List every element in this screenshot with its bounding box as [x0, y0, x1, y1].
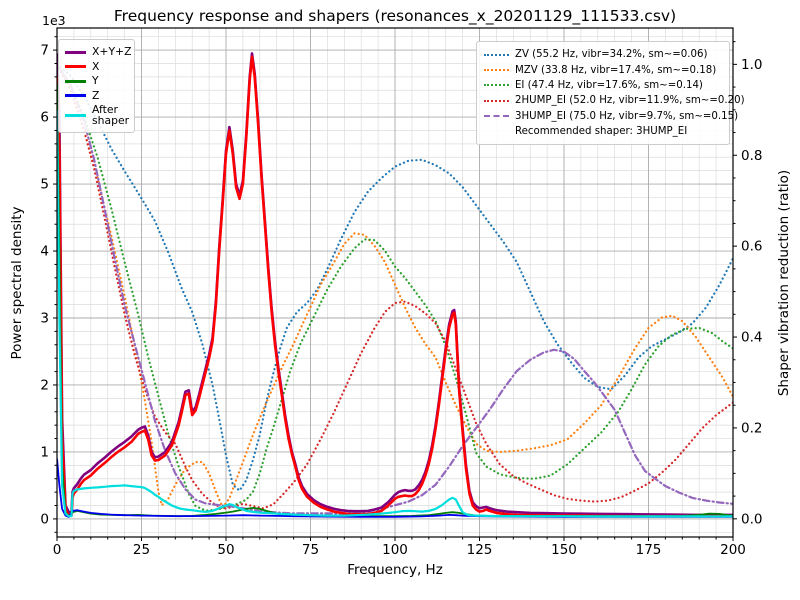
- legend-label: EI (47.4 Hz, vibr=17.6%, sm~=0.14): [515, 79, 703, 91]
- legend-entry: 3HUMP_EI (75.0 Hz, vibr=9.7%, sm~=0.15): [484, 109, 738, 124]
- x-tick-label: 125: [467, 542, 493, 558]
- legend-sample-line: [65, 113, 86, 117]
- x-axis-label: Frequency, Hz: [347, 562, 443, 578]
- x-tick-label: 175: [636, 542, 662, 558]
- series-x: [57, 55, 733, 518]
- legend-label: Z: [92, 88, 100, 102]
- legend-label: X+Y+Z: [92, 45, 132, 59]
- legend-psd-curves: X+Y+Z X Y Z After shaper: [58, 39, 135, 134]
- series-ei: [57, 63, 733, 512]
- legend-sample-line: [484, 53, 509, 56]
- legend-sample-line: [484, 69, 509, 72]
- y-right-tick-label: 0.8: [741, 148, 762, 164]
- y-right-tick-label: 0.2: [741, 420, 762, 436]
- y-left-tick-label: 2: [40, 377, 49, 393]
- x-tick-label: 100: [382, 542, 408, 558]
- y-right-tick-label: 0.6: [741, 239, 762, 255]
- y-left-tick-label: 6: [40, 110, 49, 126]
- y-right-tick-label: 0.4: [741, 330, 762, 346]
- series-zv: [57, 63, 733, 492]
- legend-sample-line: [65, 94, 86, 97]
- x-tick-label: 200: [720, 542, 746, 558]
- legend-sample-line: [484, 99, 509, 102]
- x-tick-label: 0: [53, 542, 62, 558]
- legend-entry: EI (47.4 Hz, vibr=17.6%, sm~=0.14): [484, 78, 722, 93]
- y-left-tick-label: 4: [40, 244, 49, 260]
- legend-label: MZV (33.8 Hz, vibr=17.4%, sm~=0.18): [515, 64, 717, 76]
- y-left-tick-label: 0: [40, 511, 49, 527]
- plot-frame: [56, 27, 734, 538]
- legend-sample-line: [65, 65, 86, 68]
- x-tick-label: 50: [217, 542, 234, 558]
- legend-entry: Y: [65, 75, 128, 88]
- legend-sample-line: [484, 115, 509, 118]
- series-mzv: [57, 63, 733, 509]
- legend-entry: After shaper: [65, 102, 130, 128]
- legend-label: Y: [92, 74, 99, 88]
- legend-sample-line: [65, 79, 86, 83]
- y-axis-left-label: Power spectral density: [9, 206, 25, 360]
- chart-title: Frequency response and shapers (resonanc…: [113, 7, 677, 25]
- legend-sample-line: [65, 50, 86, 54]
- legend-entry: Z: [65, 89, 128, 102]
- y-left-tick-label: 1: [40, 444, 49, 460]
- legend-shapers: ZV (55.2 Hz, vibr=34.2%, sm~=0.06) MZV (3…: [476, 41, 745, 146]
- legend-label: After shaper: [92, 102, 130, 128]
- y-right-tick-label: 1.0: [741, 57, 762, 73]
- x-tick-label: 150: [551, 542, 577, 558]
- legend-label: X: [92, 59, 100, 73]
- recommended-shaper-note: Recommended shaper: 3HUMP_EI: [515, 126, 688, 138]
- legend-entry: X: [65, 60, 128, 73]
- series-group: [57, 52, 733, 518]
- legend-entry: X+Y+Z: [65, 45, 132, 59]
- legend-label: 2HUMP_EI (52.0 Hz, vibr=11.9%, sm~=0.20): [515, 95, 745, 107]
- legend-sample-line: [484, 84, 509, 87]
- series-3hump_ei: [57, 63, 733, 515]
- series-after_shaper: [57, 110, 733, 518]
- x-tick-label: 25: [133, 542, 150, 558]
- y-right-tick-label: 0.0: [741, 511, 762, 527]
- legend-entry: 2HUMP_EI (52.0 Hz, vibr=11.9%, sm~=0.20): [484, 93, 745, 108]
- legend-label: 3HUMP_EI (75.0 Hz, vibr=9.7%, sm~=0.15): [515, 110, 739, 122]
- series-2hump_ei: [57, 63, 733, 510]
- y-axis-right-label: Shaper vibration reduction (ratio): [776, 169, 792, 397]
- legend-label: ZV (55.2 Hz, vibr=34.2%, sm~=0.06): [515, 49, 708, 61]
- y-axis-offset-text: 1e3: [42, 13, 66, 28]
- x-tick-label: 75: [302, 542, 319, 558]
- y-left-tick-label: 5: [40, 177, 49, 193]
- tick-labels: 0 25 50 75 100 125 150 175 200 0 1 2 3 4 5 6 7 0.0 0.2 0.4 0…: [40, 43, 762, 558]
- legend-entry: MZV (33.8 Hz, vibr=17.4%, sm~=0.18): [484, 62, 722, 77]
- legend-entry: ZV (55.2 Hz, vibr=34.2%, sm~=0.06): [484, 47, 722, 62]
- y-left-tick-label: 7: [40, 43, 49, 59]
- y-left-tick-label: 3: [40, 310, 49, 326]
